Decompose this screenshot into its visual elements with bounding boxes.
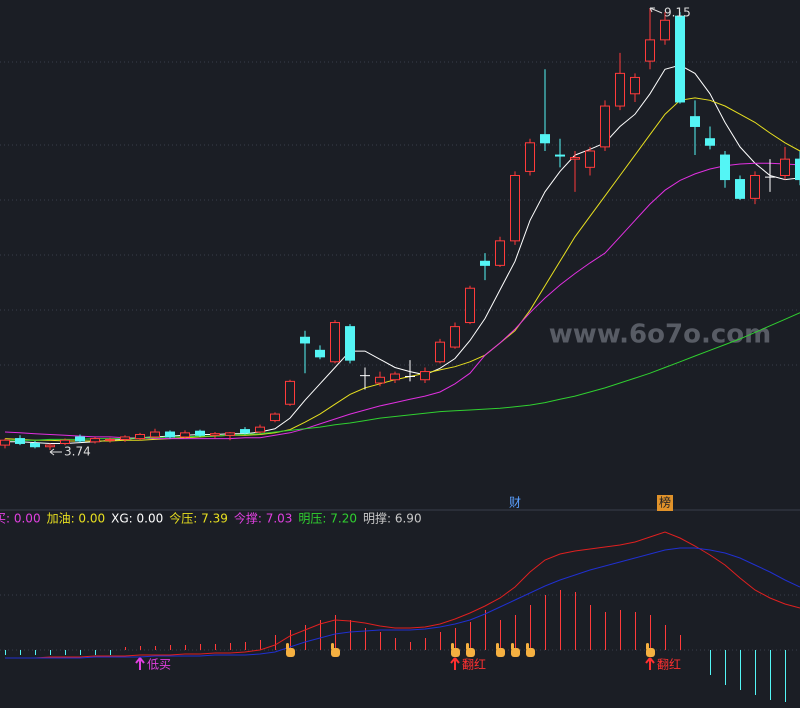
hand-signal <box>451 648 460 657</box>
candle-body <box>30 442 40 448</box>
candle-body <box>285 380 295 405</box>
signal-label: 低买 <box>147 658 171 672</box>
candle-body <box>660 19 670 41</box>
candle-body <box>195 430 205 436</box>
candle-body <box>75 436 85 442</box>
candle-body <box>780 158 790 176</box>
candle-body <box>525 142 535 172</box>
candle-body <box>135 433 145 440</box>
indicator-legend: 今压: 7.39 <box>169 511 228 526</box>
indicator-legend: 买: 0.00 <box>0 512 41 526</box>
candle-body <box>105 438 115 441</box>
candle-body <box>630 76 640 95</box>
candle-body <box>315 349 325 358</box>
moving-average <box>5 64 800 444</box>
candle-body <box>300 336 310 344</box>
indicator-line <box>5 531 800 659</box>
hand-signal <box>511 643 514 650</box>
hand-signal <box>511 648 520 657</box>
hand-signal <box>286 648 295 657</box>
candle-body <box>150 431 160 438</box>
candle-body <box>690 116 700 127</box>
candle-body <box>735 179 745 199</box>
hand-signal <box>286 643 289 650</box>
candle-body <box>210 433 220 436</box>
hand-signal <box>646 648 655 657</box>
candle-body <box>510 174 520 242</box>
candle-body <box>570 157 580 160</box>
candle-body <box>615 72 625 107</box>
hand-signal <box>646 643 649 650</box>
candle-body <box>225 432 235 436</box>
candle-body <box>795 158 800 181</box>
candle-body <box>645 39 655 62</box>
indicator-legend: 加油: 0.00 <box>47 512 106 526</box>
candle-body <box>720 154 730 181</box>
candle-body <box>495 240 505 266</box>
candle-body <box>330 322 340 363</box>
candle-body <box>600 105 610 148</box>
candle-body <box>480 260 490 266</box>
candle-body <box>45 444 55 448</box>
hand-signal <box>526 648 535 657</box>
moving-average <box>4 162 800 440</box>
candle-body <box>60 439 70 444</box>
high-label: 9.15 <box>664 6 691 20</box>
candle-body <box>450 326 460 348</box>
candle-body <box>675 15 685 103</box>
label-arrow <box>49 448 62 456</box>
candle-body <box>705 138 715 146</box>
event-label: 榜 <box>659 495 671 510</box>
low-label: 3.74 <box>64 445 91 459</box>
candle-body <box>390 373 400 381</box>
candle-body <box>240 429 250 434</box>
indicator-legend: XG: 0.00 <box>111 512 163 526</box>
hand-signal <box>331 643 334 650</box>
candle-body <box>180 432 190 438</box>
candle-body <box>255 426 265 433</box>
signal-arrow <box>135 657 145 670</box>
candle-body <box>15 438 25 444</box>
hand-signal <box>496 643 499 650</box>
hand-signal <box>466 648 475 657</box>
signal-arrow <box>450 657 460 670</box>
candle-body <box>90 438 100 443</box>
hand-signal <box>451 643 454 650</box>
indicator-legend: 明压: 7.20 <box>298 512 357 526</box>
candle-body <box>540 134 550 144</box>
signal-arrow <box>645 657 655 670</box>
candle-body <box>165 431 175 438</box>
candle-body <box>555 154 565 157</box>
candle-body <box>120 436 130 440</box>
label-arrow <box>649 7 663 14</box>
candle-body <box>420 371 430 381</box>
candle-body <box>0 439 10 446</box>
signal-label: 翻红 <box>657 657 681 672</box>
hand-signal <box>496 648 505 657</box>
signal-label: 翻红 <box>462 657 486 672</box>
moving-average <box>4 97 800 442</box>
candle-body <box>465 287 475 324</box>
grid <box>0 61 800 651</box>
watermark: www.6o7o.com <box>549 320 771 350</box>
candle-body <box>750 174 760 199</box>
hand-signal <box>331 648 340 657</box>
indicator-legend: 今撑: 7.03 <box>234 511 293 526</box>
event-label: 财 <box>509 496 521 510</box>
event-box <box>657 495 673 511</box>
candle-body <box>345 326 355 361</box>
indicator-legend: 明撑: 6.90 <box>363 511 422 526</box>
hand-signal <box>466 643 469 650</box>
candle-body <box>375 376 385 384</box>
candle-body <box>435 341 445 363</box>
candle-body <box>270 413 280 422</box>
hand-signal <box>526 643 529 650</box>
candle-body <box>585 150 595 168</box>
indicator-line <box>5 547 800 659</box>
